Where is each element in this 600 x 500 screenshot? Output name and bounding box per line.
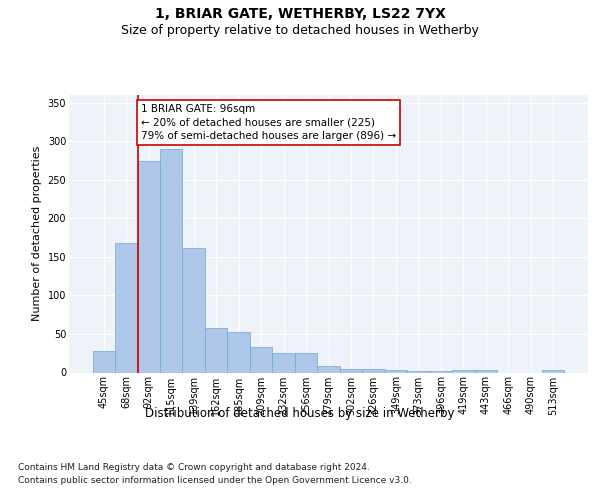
Text: Size of property relative to detached houses in Wetherby: Size of property relative to detached ho… <box>121 24 479 37</box>
Bar <box>272 353 295 372</box>
Bar <box>160 149 182 372</box>
Bar <box>317 366 340 372</box>
Text: Distribution of detached houses by size in Wetherby: Distribution of detached houses by size … <box>145 408 455 420</box>
Text: 1 BRIAR GATE: 96sqm
← 20% of detached houses are smaller (225)
79% of semi-detac: 1 BRIAR GATE: 96sqm ← 20% of detached ho… <box>141 104 396 141</box>
Bar <box>340 368 362 372</box>
Text: Contains HM Land Registry data © Crown copyright and database right 2024.: Contains HM Land Registry data © Crown c… <box>18 462 370 471</box>
Bar <box>295 353 317 372</box>
Bar <box>407 371 430 372</box>
Y-axis label: Number of detached properties: Number of detached properties <box>32 146 42 322</box>
Bar <box>475 370 497 372</box>
Bar <box>385 370 407 372</box>
Bar <box>115 243 137 372</box>
Bar <box>542 370 565 372</box>
Bar <box>182 248 205 372</box>
Bar <box>92 351 115 372</box>
Bar <box>205 328 227 372</box>
Bar <box>137 160 160 372</box>
Text: Contains public sector information licensed under the Open Government Licence v3: Contains public sector information licen… <box>18 476 412 485</box>
Bar <box>250 347 272 372</box>
Bar <box>452 370 475 372</box>
Bar <box>227 332 250 372</box>
Bar <box>362 368 385 372</box>
Bar <box>430 371 452 372</box>
Text: 1, BRIAR GATE, WETHERBY, LS22 7YX: 1, BRIAR GATE, WETHERBY, LS22 7YX <box>155 8 445 22</box>
